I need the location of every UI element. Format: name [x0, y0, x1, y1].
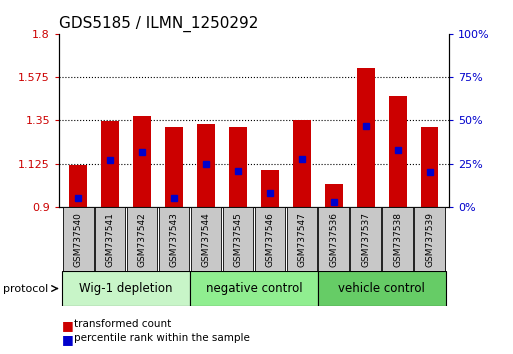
Bar [287, 207, 317, 271]
Bar [254, 207, 285, 271]
Bar [127, 207, 157, 271]
Text: protocol: protocol [3, 284, 48, 293]
Bar [63, 207, 93, 271]
Text: GSM737541: GSM737541 [106, 212, 114, 267]
Text: GSM737539: GSM737539 [425, 212, 434, 267]
Text: GSM737542: GSM737542 [137, 212, 147, 267]
Text: percentile rank within the sample: percentile rank within the sample [74, 333, 250, 343]
Bar [95, 207, 126, 271]
Bar [229, 127, 247, 207]
Text: GSM737538: GSM737538 [393, 212, 402, 267]
Bar [223, 207, 253, 271]
Bar [102, 121, 119, 207]
Text: GSM737546: GSM737546 [265, 212, 274, 267]
Bar [165, 127, 183, 207]
Bar [382, 207, 413, 271]
Bar [159, 207, 189, 271]
Bar [133, 115, 151, 207]
Text: vehicle control: vehicle control [339, 282, 425, 295]
Bar [62, 271, 190, 306]
Text: GSM737545: GSM737545 [233, 212, 243, 267]
Bar [325, 184, 343, 207]
Text: GSM737547: GSM737547 [298, 212, 306, 267]
Bar [415, 207, 445, 271]
Bar [318, 271, 446, 306]
Bar [293, 120, 311, 207]
Text: ■: ■ [62, 319, 73, 332]
Bar [197, 124, 215, 207]
Text: GSM737537: GSM737537 [361, 212, 370, 267]
Bar [190, 271, 318, 306]
Bar [261, 171, 279, 207]
Text: GSM737536: GSM737536 [329, 212, 339, 267]
Bar [350, 207, 381, 271]
Text: transformed count: transformed count [74, 319, 172, 329]
Bar [357, 68, 374, 207]
Text: Wig-1 depletion: Wig-1 depletion [80, 282, 173, 295]
Bar [389, 96, 406, 207]
Text: negative control: negative control [206, 282, 302, 295]
Text: ■: ■ [62, 333, 73, 346]
Bar [319, 207, 349, 271]
Text: GSM737543: GSM737543 [169, 212, 179, 267]
Text: GDS5185 / ILMN_1250292: GDS5185 / ILMN_1250292 [59, 16, 259, 32]
Bar [421, 127, 439, 207]
Text: GSM737540: GSM737540 [74, 212, 83, 267]
Bar [191, 207, 221, 271]
Bar [69, 165, 87, 207]
Text: GSM737544: GSM737544 [202, 212, 210, 267]
